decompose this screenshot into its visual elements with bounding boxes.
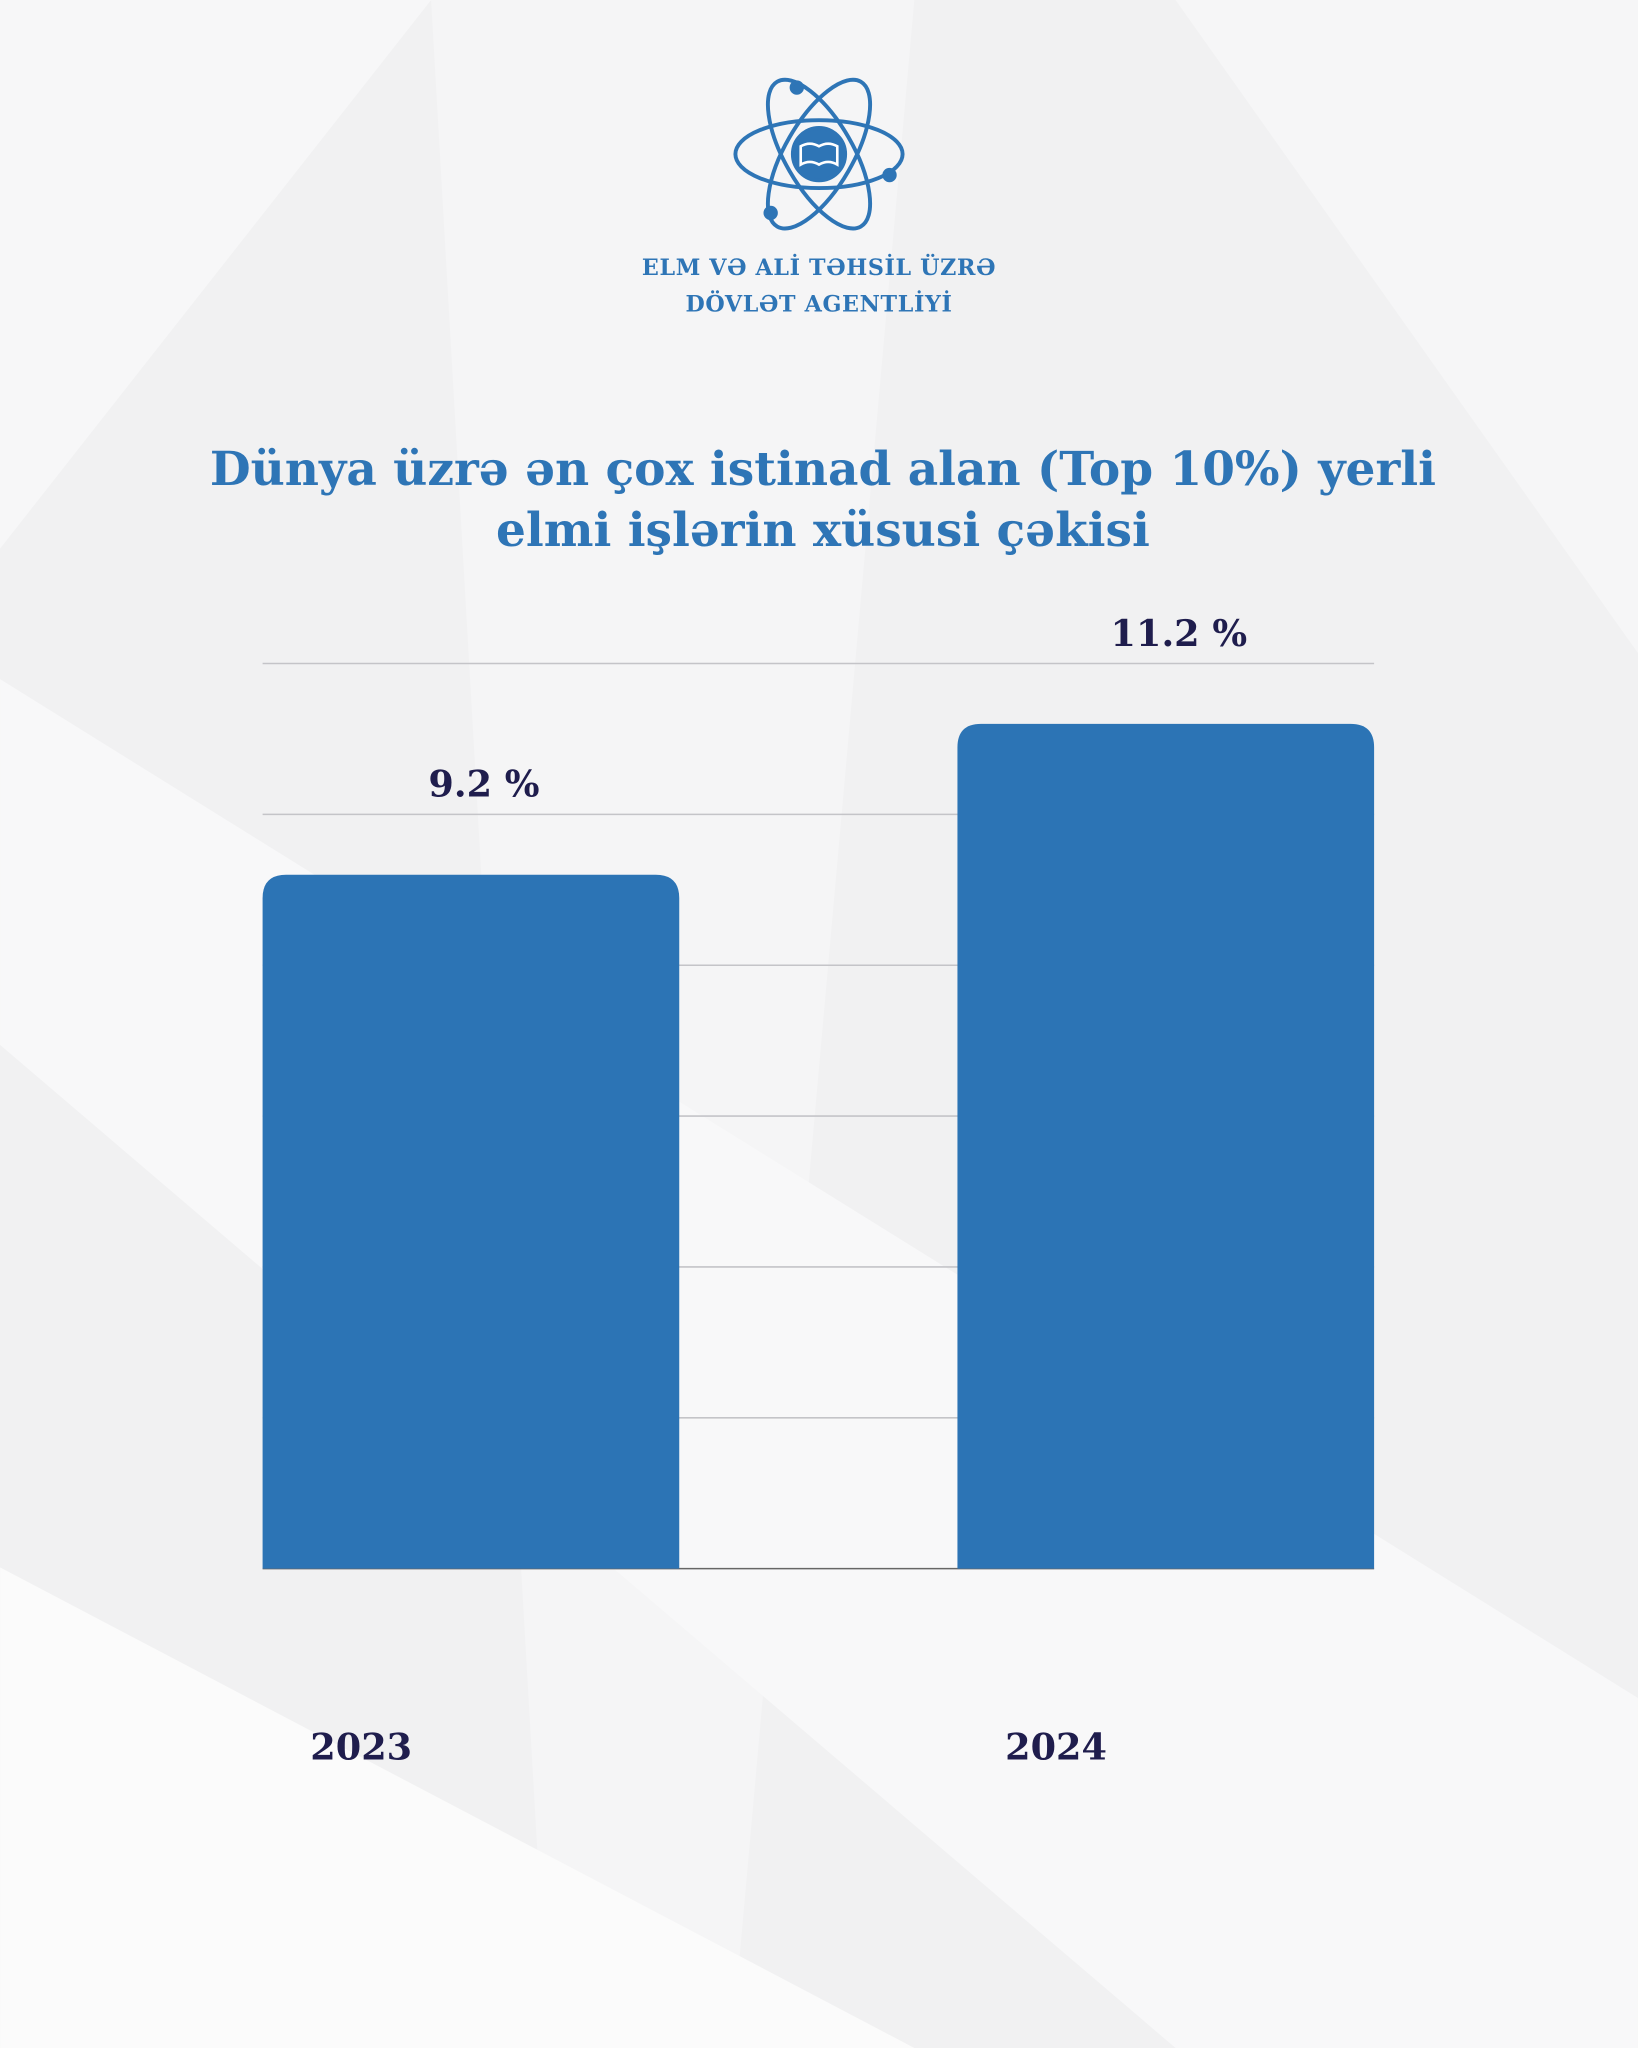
x-tick-label: 2023 (310, 1726, 412, 1769)
bar (957, 723, 1375, 1569)
org-name: ELM VƏ ALİ TƏHSİL ÜZRƏ (642, 253, 996, 281)
chart-title: Dünya üzrə ən çox istinad alan (Top 10%)… (210, 442, 1436, 497)
x-tick-label: 2024 (1005, 1726, 1107, 1769)
chart-title: elmi işlərin xüsusi çəkisi (496, 503, 1150, 558)
value-label: 9.2 % (428, 763, 539, 806)
logo (733, 77, 905, 231)
org-name: DÖVLƏT AGENTLİYİ (685, 290, 952, 318)
bar (262, 874, 680, 1569)
value-label: 11.2 % (1111, 612, 1248, 655)
